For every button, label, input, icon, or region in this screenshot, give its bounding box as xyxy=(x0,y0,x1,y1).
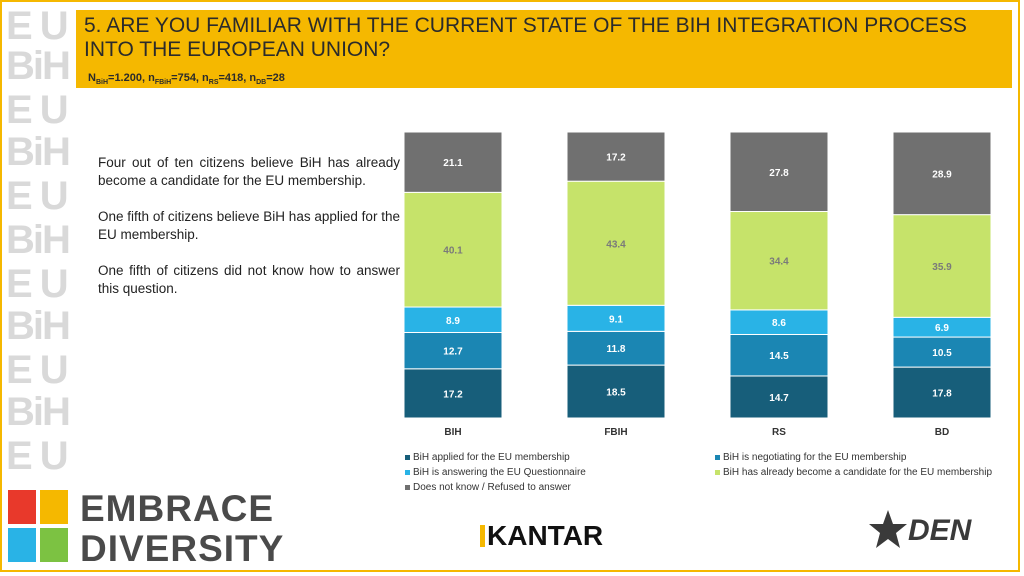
side-logo-strip: E U BiH E U BiH E U BiH E U BiH E U BiH … xyxy=(4,4,72,484)
bar-segment-dontknow xyxy=(566,131,666,182)
data-label: 12.7 xyxy=(443,347,463,358)
key-findings: Four out of ten citizens believe BiH has… xyxy=(98,154,400,316)
bar-segment-applied xyxy=(729,375,829,419)
bih-mark: BiH xyxy=(6,218,71,262)
x-tick-label: BIH xyxy=(444,427,461,438)
x-tick-label: FBIH xyxy=(604,427,627,438)
legend-swatch xyxy=(405,469,410,475)
data-label: 14.7 xyxy=(769,393,789,404)
star-icon xyxy=(869,510,907,548)
bar-segment-dontknow xyxy=(892,131,992,216)
data-label: 34.4 xyxy=(769,257,789,268)
finding-text: One fifth of citizens did not know how t… xyxy=(98,263,400,296)
legend-item-applied: BiH applied for the EU membership xyxy=(405,452,570,463)
data-label: 17.2 xyxy=(443,389,463,400)
bih-mark: BiH xyxy=(6,130,71,174)
data-label: 43.4 xyxy=(606,239,626,250)
data-label: 8.9 xyxy=(446,316,460,327)
data-label: 35.9 xyxy=(932,262,952,273)
data-label: 9.1 xyxy=(609,314,623,325)
finding-text: One fifth of citizens believe BiH has ap… xyxy=(98,209,400,242)
bar-segment-candidate xyxy=(566,180,666,306)
eu-mark: E U xyxy=(6,262,69,306)
data-label: 17.2 xyxy=(606,153,626,164)
bar-segment-negotiating xyxy=(566,330,666,366)
bar-segment-dontknow xyxy=(729,131,829,213)
sample-size-line: NBiH=1.200, nFBiH=754, nRS=418, nDB=28 xyxy=(88,72,285,87)
bih-eu-tiles xyxy=(8,490,72,566)
data-label: 17.8 xyxy=(932,389,952,400)
kantar-logo: KANTAR xyxy=(480,520,603,552)
logo-word-embrace: EMBRACE xyxy=(80,488,275,529)
bar-segment-negotiating xyxy=(403,331,503,370)
bar-segment-candidate xyxy=(892,214,992,318)
x-tick-label: RS xyxy=(772,427,786,438)
legend-item-dontknow: Does not know / Refused to answer xyxy=(405,482,571,493)
x-tick-label: BD xyxy=(935,427,949,438)
embrace-diversity-logo: EMBRACE DIVERSITY xyxy=(8,488,283,570)
kantar-bar-icon xyxy=(480,525,485,547)
eu-mark: E U xyxy=(6,88,69,132)
data-label: 18.5 xyxy=(606,388,626,399)
legend-swatch xyxy=(715,469,720,475)
finding-text: Four out of ten citizens believe BiH has… xyxy=(98,155,400,188)
data-label: 14.5 xyxy=(769,351,789,362)
bih-mark: BiH xyxy=(6,390,71,434)
legend-item-questionnaire: BiH is answering the EU Questionnaire xyxy=(405,467,586,478)
bar-segment-applied xyxy=(566,364,666,419)
data-label: 6.9 xyxy=(935,323,949,334)
bih-mark: BiH xyxy=(6,304,71,348)
legend-item-candidate: BiH has already become a candidate for t… xyxy=(715,467,992,478)
den-logo: DEN xyxy=(868,508,988,554)
legend-swatch xyxy=(405,454,410,460)
legend-swatch xyxy=(715,454,720,460)
stacked-bar-chart: 17.2 12.7 8.9 40.1 21.1 BIH 18.5 11.8 9.1 43.4 17.… xyxy=(403,131,992,438)
data-label: 28.9 xyxy=(932,169,952,180)
data-label: 27.8 xyxy=(769,168,789,179)
legend-label: BiH has already become a candidate for t… xyxy=(723,467,993,478)
bih-mark: BiH xyxy=(6,44,71,88)
eu-mark: E U xyxy=(6,434,69,478)
legend-label: BiH is negotiating for the EU membership xyxy=(723,452,907,463)
eu-mark: E U xyxy=(6,174,69,218)
bar-segment-candidate xyxy=(729,211,829,311)
data-label: 10.5 xyxy=(932,348,952,359)
bar-segment-negotiating xyxy=(729,333,829,377)
logo-word-diversity: DIVERSITY xyxy=(80,528,285,569)
eu-mark: E U xyxy=(6,4,69,48)
legend-label: BiH applied for the EU membership xyxy=(413,452,570,463)
data-label: 40.1 xyxy=(443,246,463,257)
data-label: 21.1 xyxy=(443,158,463,169)
eu-mark: E U xyxy=(6,348,69,392)
legend-item-negotiating: BiH is negotiating for the EU membership xyxy=(715,452,906,463)
legend-label: Does not know / Refused to answer xyxy=(413,482,571,493)
bar-segment-questionnaire xyxy=(566,304,666,332)
bar-segment-candidate xyxy=(403,191,503,308)
legend-label: BiH is answering the EU Questionnaire xyxy=(413,467,586,478)
bar-segment-dontknow xyxy=(403,131,503,193)
legend-swatch xyxy=(405,484,410,490)
page-title: 5. ARE YOU FAMILIAR WITH THE CURRENT STA… xyxy=(84,14,967,61)
header-banner: 5. ARE YOU FAMILIAR WITH THE CURRENT STA… xyxy=(76,10,1012,88)
bar-segment-questionnaire xyxy=(729,309,829,335)
data-label: 11.8 xyxy=(607,344,626,355)
data-label: 8.6 xyxy=(772,318,786,329)
